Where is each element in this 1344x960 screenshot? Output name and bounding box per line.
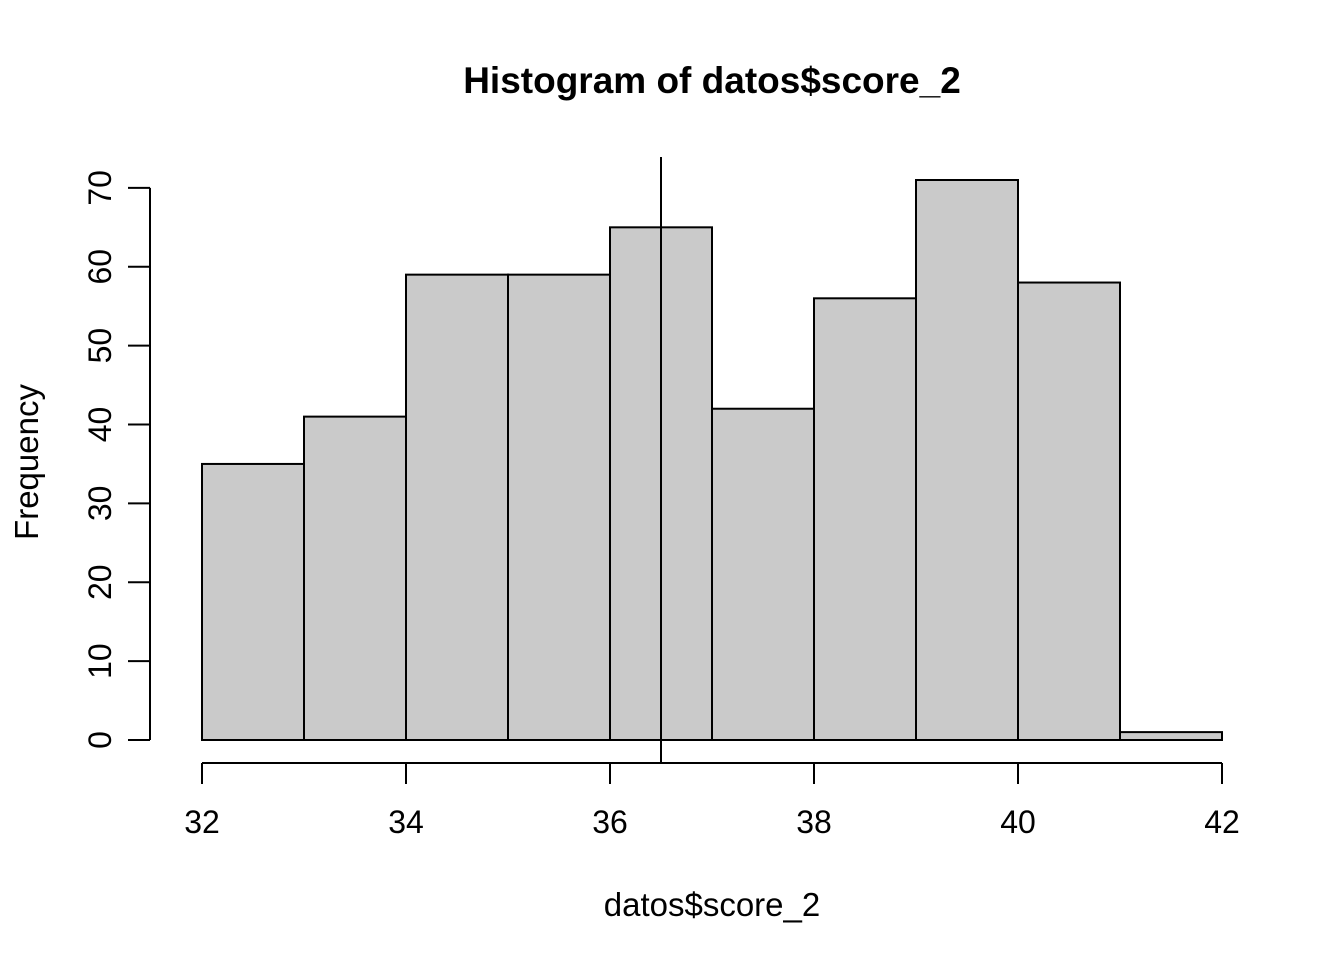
y-tick-label: 30 bbox=[82, 486, 118, 522]
axes: 32 34 36 38 40 42 0 10 20 30 40 50 60 70 bbox=[82, 170, 1240, 840]
histogram-bar bbox=[711, 407, 815, 741]
histogram-bar bbox=[303, 415, 407, 741]
x-tick-label: 38 bbox=[796, 804, 832, 840]
histogram-bar bbox=[915, 179, 1019, 741]
histogram-bars bbox=[201, 179, 1223, 742]
histogram-bar bbox=[405, 273, 509, 741]
y-tick-label: 10 bbox=[82, 643, 118, 679]
x-tick-label: 34 bbox=[388, 804, 424, 840]
y-tick-label: 70 bbox=[82, 170, 118, 206]
y-tick-label: 20 bbox=[82, 564, 118, 600]
y-tick-label: 60 bbox=[82, 249, 118, 285]
histogram-bar bbox=[507, 273, 611, 741]
x-tick-label: 32 bbox=[184, 804, 220, 840]
histogram-bar bbox=[201, 462, 305, 741]
x-tick-label: 42 bbox=[1204, 804, 1240, 840]
histogram-bar bbox=[1119, 731, 1223, 741]
chart-title: Histogram of datos$score_2 bbox=[463, 60, 961, 101]
y-axis-label: Frequency bbox=[8, 384, 45, 540]
histogram-bar bbox=[813, 297, 917, 741]
histogram-bar bbox=[1017, 281, 1121, 741]
y-tick-label: 0 bbox=[82, 731, 118, 749]
x-axis-label: datos$score_2 bbox=[604, 886, 820, 923]
y-tick-label: 50 bbox=[82, 328, 118, 364]
y-tick-label: 40 bbox=[82, 407, 118, 443]
x-tick-label: 36 bbox=[592, 804, 628, 840]
x-tick-label: 40 bbox=[1000, 804, 1036, 840]
